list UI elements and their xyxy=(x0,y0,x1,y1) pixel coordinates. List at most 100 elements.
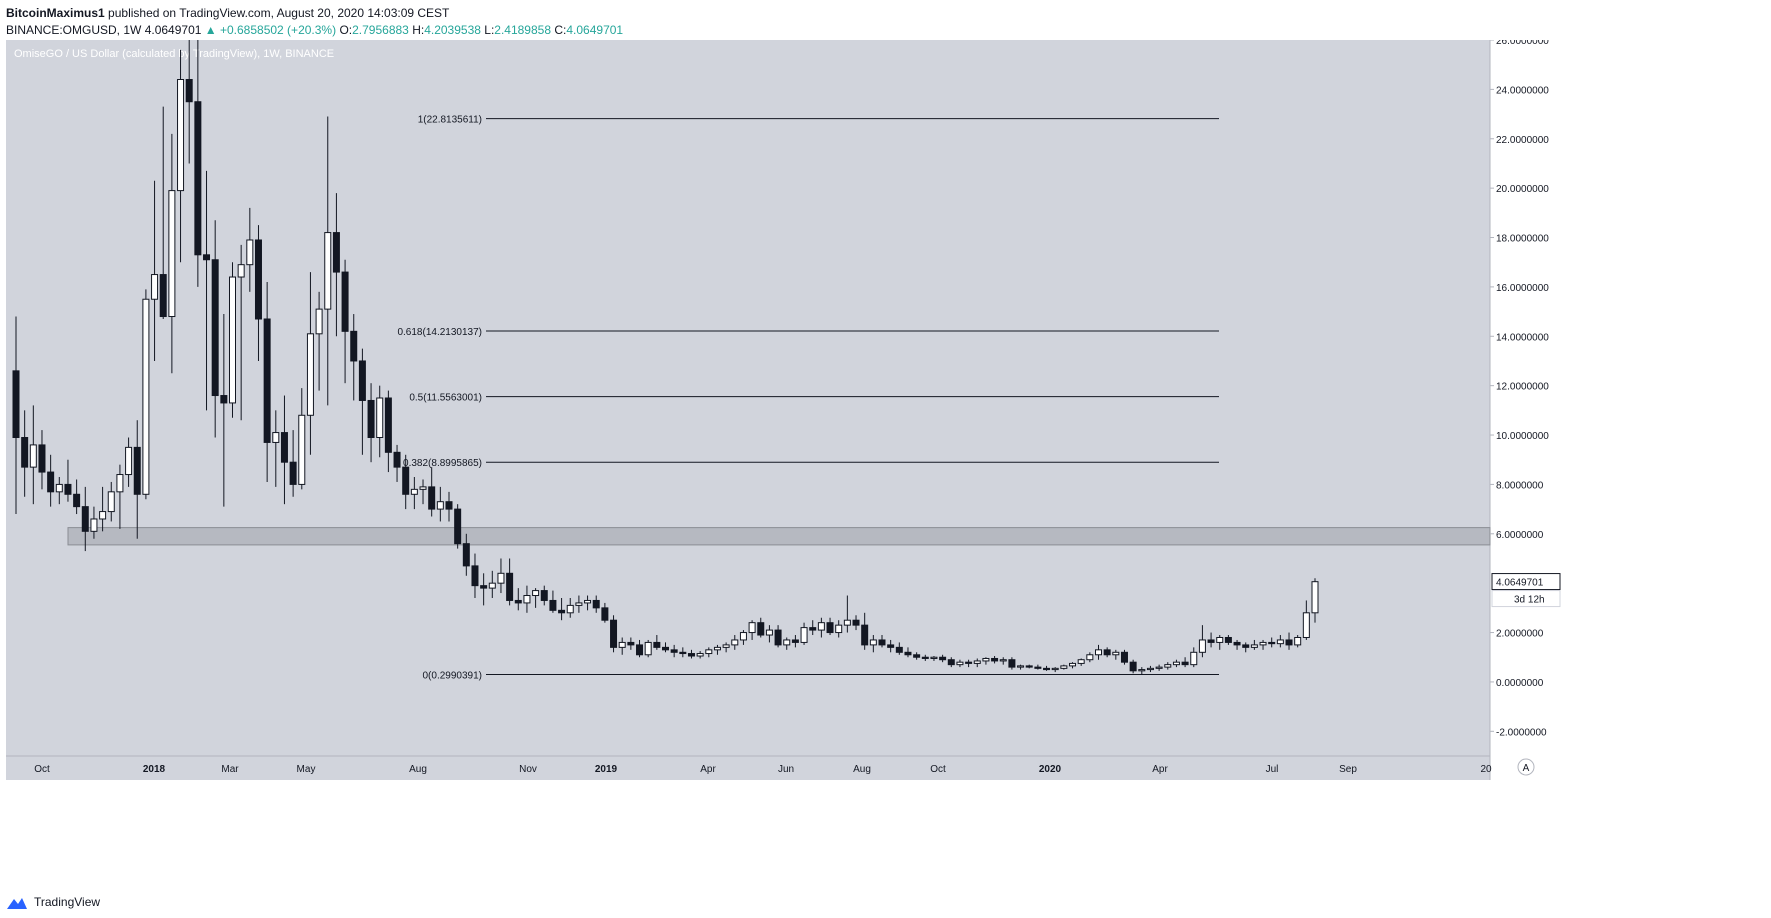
candle-57 xyxy=(506,558,514,606)
x-tick-label-4: Aug xyxy=(409,764,427,775)
resistance-zone-group xyxy=(67,527,1491,546)
x-tick-label-1: 2018 xyxy=(143,764,166,775)
tradingview-brand[interactable]: TradingView xyxy=(34,895,101,909)
candle-121 xyxy=(1060,664,1068,670)
scale-button[interactable]: A xyxy=(1517,758,1535,776)
plot-background xyxy=(6,40,1490,756)
time-axis[interactable]: Oct 2018 Mar May Aug Nov 2019 Apr Jun Aug Oct 2020 A… xyxy=(34,764,1492,775)
last-price: 4.0649701 xyxy=(144,23,202,37)
candle-36 xyxy=(324,116,332,406)
candle-78 xyxy=(687,649,695,659)
x-tick-label-10: Oct xyxy=(930,764,946,775)
candle-113 xyxy=(991,656,999,664)
fib-label-0: 1(22.8135611) xyxy=(418,115,482,126)
x-tick-label-3: May xyxy=(297,764,316,775)
candle-115 xyxy=(1008,657,1016,670)
candle-140 xyxy=(1224,635,1232,645)
candle-1 xyxy=(21,410,29,497)
scale-button-circle[interactable] xyxy=(1517,758,1535,776)
candle-15 xyxy=(142,289,150,500)
candle-7 xyxy=(73,479,81,515)
candle-49 xyxy=(436,486,444,522)
candle-26 xyxy=(237,244,245,421)
candle-135 xyxy=(1181,657,1189,668)
candle-139 xyxy=(1216,635,1224,650)
high-value: 4.2039538 xyxy=(424,23,481,37)
chart-title: OmiseGO / US Dollar (calculated by Tradi… xyxy=(14,48,334,60)
candle-52 xyxy=(462,533,470,576)
fib-retracement-group[interactable]: 1(22.8135611) 0.618(14.2130137) 0.5(11.556… xyxy=(397,115,1219,682)
close-value: 4.0649701 xyxy=(566,23,624,37)
candle-106 xyxy=(930,656,938,661)
candle-110 xyxy=(965,659,973,668)
candle-85 xyxy=(748,620,756,640)
candles-group xyxy=(12,40,1319,675)
candle-44 xyxy=(393,444,401,482)
tradingview-logo-icon[interactable] xyxy=(6,896,28,910)
countdown-tag xyxy=(1491,590,1561,608)
candle-72 xyxy=(636,639,644,658)
candle-145 xyxy=(1268,637,1276,648)
candle-133 xyxy=(1164,662,1172,670)
candle-149 xyxy=(1302,600,1310,640)
candle-38 xyxy=(341,259,349,384)
candle-20 xyxy=(185,40,193,164)
candle-88 xyxy=(774,625,782,648)
y-tick-label-2: 22.0000000 xyxy=(1496,135,1549,146)
x-tick-label-14: Sep xyxy=(1339,764,1357,775)
published-text: published on TradingView.com, August 20,… xyxy=(108,6,450,20)
candle-128 xyxy=(1120,649,1128,665)
price-axis[interactable]: 26.0000000 24.0000000 22.0000000 20.0000000… xyxy=(1490,40,1561,738)
candle-126 xyxy=(1103,647,1111,658)
candle-21 xyxy=(194,40,202,287)
candle-31 xyxy=(280,395,288,505)
author-name[interactable]: BitcoinMaximus1 xyxy=(6,6,105,20)
resistance-zone xyxy=(67,527,1491,546)
candle-45 xyxy=(402,454,410,510)
candle-89 xyxy=(783,637,791,650)
chart-header: BitcoinMaximus1 published on TradingView… xyxy=(6,4,1566,40)
candle-17 xyxy=(159,106,167,319)
x-tick-label-7: Apr xyxy=(700,764,716,775)
candle-136 xyxy=(1190,647,1198,668)
candle-46 xyxy=(410,477,418,510)
candle-98 xyxy=(861,612,869,650)
candle-141 xyxy=(1233,639,1241,650)
y-tick-label-7: 12.0000000 xyxy=(1496,382,1549,393)
candle-123 xyxy=(1077,658,1085,666)
candle-76 xyxy=(670,644,678,658)
chart-area[interactable]: OmiseGO / US Dollar (calculated by Tradi… xyxy=(6,40,1566,880)
fib-label-3: 0.382(8.8995865) xyxy=(403,458,482,469)
candle-69 xyxy=(610,615,618,653)
candle-116 xyxy=(1017,664,1025,670)
candle-146 xyxy=(1276,635,1284,648)
candle-103 xyxy=(904,647,912,658)
x-tick-label-0: Oct xyxy=(34,764,50,775)
candle-84 xyxy=(739,630,747,645)
high-label: H: xyxy=(412,23,425,37)
y-tick-label-13: 0.0000000 xyxy=(1496,678,1544,689)
candle-58 xyxy=(514,588,522,611)
last-price-label: 4.0649701 xyxy=(1496,578,1544,589)
x-tick-label-6: 2019 xyxy=(595,764,618,775)
candle-47 xyxy=(419,479,427,505)
candle-150 xyxy=(1311,578,1319,623)
candle-42 xyxy=(376,385,384,458)
candle-71 xyxy=(627,637,635,650)
candle-60 xyxy=(532,588,540,608)
candle-39 xyxy=(350,314,358,401)
candle-125 xyxy=(1095,644,1102,660)
candle-12 xyxy=(116,464,124,529)
candle-3 xyxy=(38,430,46,490)
candle-114 xyxy=(999,657,1007,665)
y-tick-label-5: 16.0000000 xyxy=(1496,283,1549,294)
candle-67 xyxy=(592,595,600,613)
candle-9 xyxy=(90,506,98,539)
countdown-label: 3d 12h xyxy=(1514,595,1545,606)
scale-button-label[interactable]: A xyxy=(1523,763,1530,774)
candle-87 xyxy=(765,625,773,643)
candle-55 xyxy=(488,570,496,598)
x-tick-label-2: Mar xyxy=(221,764,239,775)
candlestick-chart[interactable]: OmiseGO / US Dollar (calculated by Tradi… xyxy=(6,40,1566,880)
candle-77 xyxy=(679,647,687,658)
